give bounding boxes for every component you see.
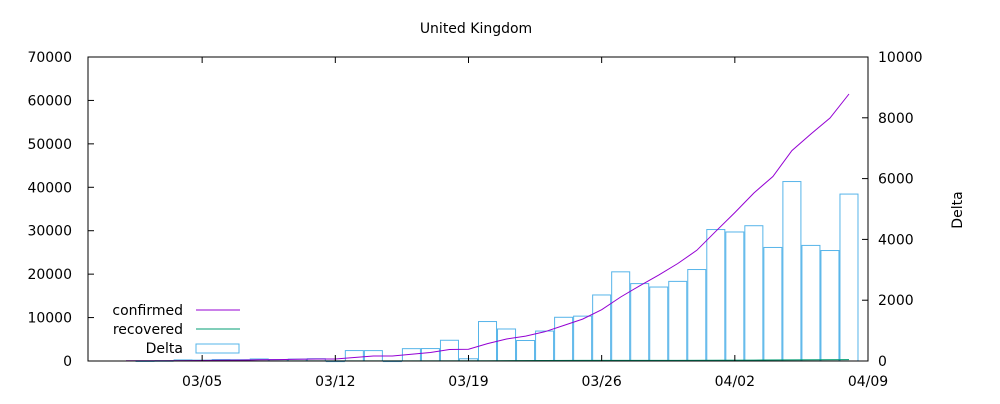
y-tick-label: 40000 [27, 180, 72, 196]
y2-tick-label: 4000 [878, 232, 914, 248]
delta-bar [592, 294, 612, 362]
y-tick-label: 10000 [27, 311, 72, 327]
delta-bar [744, 225, 764, 362]
delta-bar [478, 321, 498, 362]
y2-tick-label: 8000 [878, 111, 914, 127]
delta-bar [420, 348, 440, 362]
delta-bar [573, 315, 593, 362]
delta-bar [687, 269, 707, 362]
x-tick-label: 03/19 [448, 374, 488, 390]
x-tick-label: 04/09 [848, 374, 888, 390]
series-lines [126, 93, 850, 362]
y-tick-label: 20000 [27, 267, 72, 283]
y2-tick-label: 0 [878, 354, 887, 370]
delta-bar [839, 193, 859, 362]
y-tick-label: 30000 [27, 224, 72, 240]
delta-bar [535, 330, 555, 362]
delta-bar [763, 246, 783, 362]
x-tick-label: 03/26 [581, 374, 621, 390]
right-axis-label: Delta [950, 191, 966, 228]
legend-label: confirmed [112, 303, 183, 319]
plot-area-frame [87, 56, 869, 362]
delta-bar [630, 283, 650, 362]
delta-bar [706, 229, 726, 362]
x-tick-label: 03/12 [315, 374, 355, 390]
legend: confirmed recovered Delta [112, 303, 240, 357]
delta-bar [668, 280, 688, 362]
delta-bar [497, 328, 517, 362]
y2-tick-label: 10000 [878, 50, 923, 66]
chart-title: United Kingdom [420, 21, 532, 37]
axes: 0 10000 20000 30000 40000 50000 60000 70000 0 200… [27, 50, 922, 390]
x-tick-label: 04/02 [715, 374, 755, 390]
delta-bar [782, 181, 802, 362]
delta-bar [801, 244, 821, 362]
y-tick-label: 50000 [27, 137, 72, 153]
confirmed-line [126, 93, 850, 362]
y-tick-label: 0 [63, 354, 72, 370]
delta-bar [611, 271, 631, 362]
y2-tick-label: 6000 [878, 172, 914, 188]
legend-label: Delta [146, 341, 183, 357]
y2-tick-label: 2000 [878, 293, 914, 309]
legend-label: recovered [113, 322, 183, 338]
y-tick-label: 60000 [27, 93, 72, 109]
delta-bars [135, 181, 859, 363]
legend-swatch [195, 343, 240, 354]
x-tick-label: 03/05 [182, 374, 222, 390]
delta-bar [820, 250, 840, 362]
delta-bar [649, 286, 669, 362]
y-tick-label: 70000 [27, 50, 72, 66]
delta-bar [344, 350, 364, 362]
delta-bar [725, 231, 745, 362]
delta-bar [516, 340, 536, 362]
